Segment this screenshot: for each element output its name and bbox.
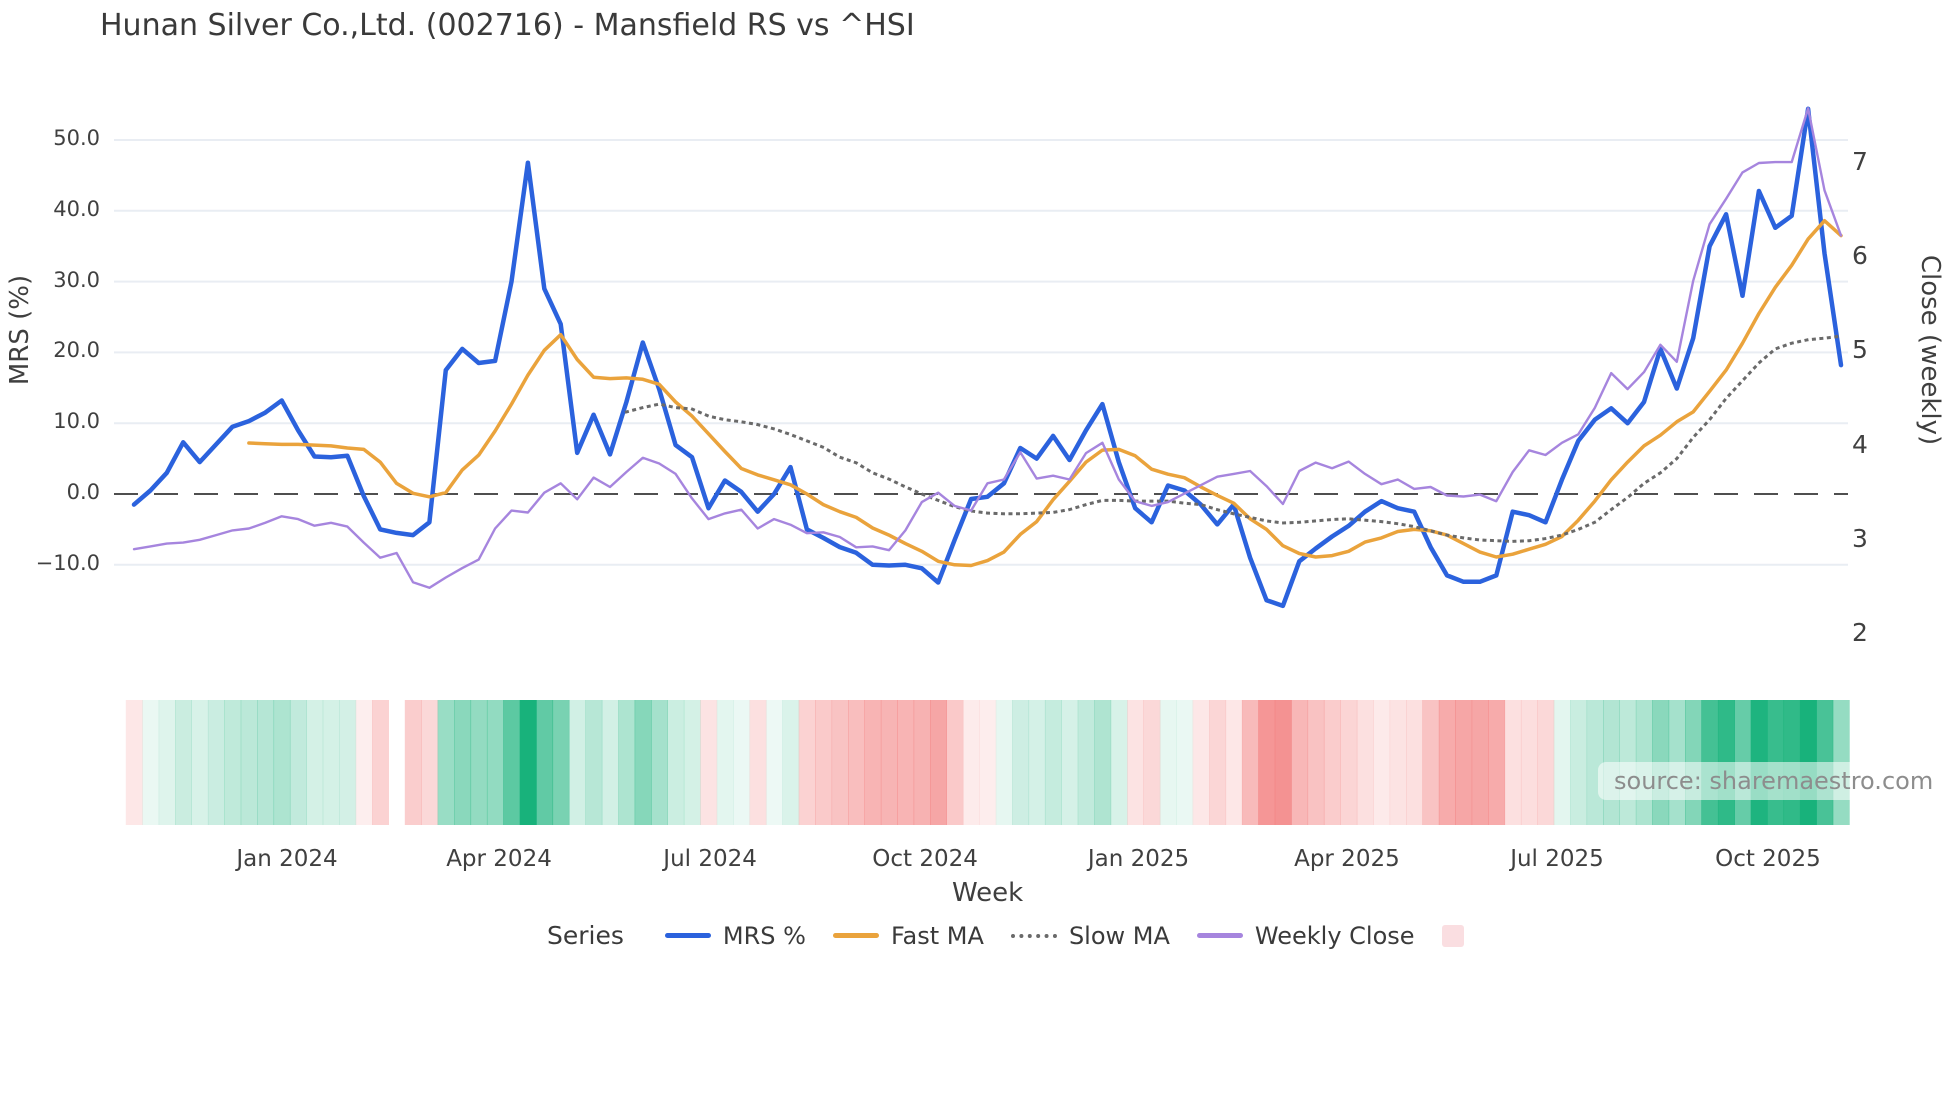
weekly-close-line-swatch-icon xyxy=(1196,933,1243,938)
left-axis-tick: 40.0 xyxy=(53,196,100,221)
right-axis-tick: 7 xyxy=(1852,147,1868,176)
gridlines xyxy=(114,139,1848,566)
weekly-close-line xyxy=(132,107,1843,589)
mrs-line xyxy=(131,106,1844,609)
left-axis-tick: −10.0 xyxy=(35,550,100,575)
left-axis-tick: 30.0 xyxy=(53,267,100,292)
left-axis-tick: 20.0 xyxy=(53,338,100,363)
left-axis-tick: 50.0 xyxy=(53,126,100,150)
source-watermark: source: sharemaestro.com xyxy=(1598,762,1950,800)
legend-item-weekly-close: Weekly Close xyxy=(1196,921,1415,950)
heatmap-swatch-icon xyxy=(1441,924,1464,947)
right-axis-tick: 4 xyxy=(1852,429,1868,459)
right-axis-tick: 6 xyxy=(1852,241,1868,271)
legend-item-mrs: MRS % xyxy=(664,921,806,950)
mrs-line-swatch-icon xyxy=(664,933,711,938)
fast-ma-line xyxy=(247,218,1843,568)
x-axis-tick: Apr 2025 xyxy=(1294,846,1400,872)
heatmap-strip xyxy=(125,700,1850,825)
legend-item-fast-ma: Fast MA xyxy=(832,921,984,950)
right-axis-tick: 3 xyxy=(1852,523,1868,553)
legend-item-label: MRS % xyxy=(722,921,806,950)
left-axis-tick: 10.0 xyxy=(53,409,100,434)
x-axis-tick: Apr 2024 xyxy=(446,846,552,872)
x-axis-tick: Oct 2024 xyxy=(872,846,978,872)
x-axis-tick: Jan 2025 xyxy=(1087,846,1190,872)
fast-ma-line-swatch-icon xyxy=(832,933,879,938)
legend-item-heatmap xyxy=(1441,924,1476,947)
right-axis-tick: 5 xyxy=(1852,335,1868,365)
slow-ma-dotted-swatch-icon xyxy=(1010,933,1057,938)
x-axis-title: Week xyxy=(952,878,1024,908)
x-axis-tick: Jul 2025 xyxy=(1510,846,1604,872)
legend-item-label: Weekly Close xyxy=(1254,921,1415,950)
legend-item-slow-ma: Slow MA xyxy=(1010,921,1170,950)
x-axis-tick: Oct 2025 xyxy=(1715,846,1821,872)
x-axis-tick: Jan 2024 xyxy=(236,846,338,872)
slow-ma-line xyxy=(624,334,1843,543)
legend: Series MRS % Fast MA Slow MA Weekly Clos… xyxy=(547,921,1476,950)
legend-item-label: Slow MA xyxy=(1068,921,1170,950)
legend-title: Series xyxy=(547,921,624,950)
legend-item-label: Fast MA xyxy=(890,921,984,950)
right-axis-tick: 2 xyxy=(1852,618,1868,647)
left-axis-tick: 0.0 xyxy=(66,480,100,504)
chart-title: Hunan Silver Co.,Ltd. (002716) - Mansfie… xyxy=(100,8,915,43)
x-axis-tick: Jul 2024 xyxy=(663,846,757,872)
